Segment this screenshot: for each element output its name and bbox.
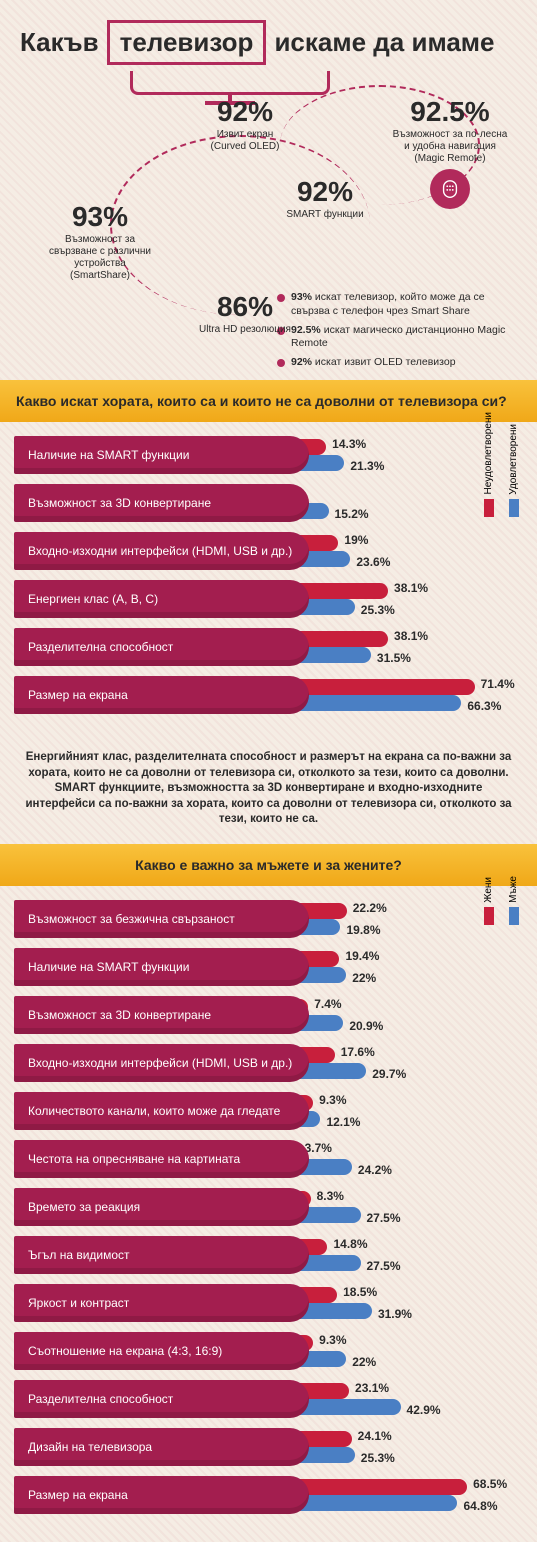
hero-stat: 92.5%Възможност за по-леснаи удобна нави…	[365, 95, 535, 209]
title-box: телевизор	[107, 20, 267, 65]
value-a: 8.3%	[317, 1189, 344, 1203]
chart-row: 7.4% 20.9% Възможност за 3D конвертиране	[14, 996, 523, 1034]
row-label: Наличие на SMART функции	[14, 436, 309, 474]
chart-row: 19.4% 22% Наличие на SMART функции	[14, 948, 523, 986]
chart-row: 19% 23.6% Входно-изходни интерфейси (HDMI,…	[14, 532, 523, 570]
hero-stats: 93% искат телевизор, който може да се св…	[20, 95, 517, 375]
hero-stat: 92%SMART функции	[270, 175, 380, 221]
chart-row: 3.7% 24.2% Честота на опресняване на карти…	[14, 1140, 523, 1178]
row-label: Времето за реакция	[14, 1188, 309, 1226]
hero-bullet: 92% искат извит OLED телевизор	[277, 356, 507, 369]
chart-row: 68.5% 64.8% Размер на екрана	[14, 1476, 523, 1514]
value-b: 25.3%	[361, 603, 395, 617]
value-b: 31.5%	[377, 651, 411, 665]
value-b: 25.3%	[361, 1451, 395, 1465]
row-label: Размер на екрана	[14, 1476, 309, 1514]
value-a: 22.2%	[353, 901, 387, 915]
row-label: Количеството канали, които може да гледа…	[14, 1092, 309, 1130]
row-label: Съотношение на екрана (4:3, 16:9)	[14, 1332, 309, 1370]
chart-row: 23.1% 42.9% Разделителна способност	[14, 1380, 523, 1418]
chart-row: 18.5%31.9% Яркост и контраст	[14, 1284, 523, 1322]
chart-row: 9.3%22%Съотношение на екрана (4:3, 16:9)	[14, 1332, 523, 1370]
chart-row: 8.3% 27.5% Времето за реакция	[14, 1188, 523, 1226]
value-a: 14.3%	[332, 437, 366, 451]
value-b: 31.9%	[378, 1307, 412, 1321]
row-label: Дизайн на телевизора	[14, 1428, 309, 1466]
hero-stat: 86%Ultra HD резолюция	[175, 290, 315, 336]
value-a: 38.1%	[394, 581, 428, 595]
section2-heading: Какво е важно за мъжете и за жените?	[0, 844, 537, 886]
value-b: 21.3%	[350, 459, 384, 473]
tv-icon	[130, 71, 330, 95]
value-a: 18.5%	[343, 1285, 377, 1299]
chart-row: 15.2% Възможност за 3D конвертиране	[14, 484, 523, 522]
chart-row: 24.1% 25.3% Дизайн на телевизора	[14, 1428, 523, 1466]
value-b: 19.8%	[346, 923, 380, 937]
section1-heading: Какво искат хората, които са и които не …	[0, 380, 537, 422]
row-label: Енергиен клас (A, B, C)	[14, 580, 309, 618]
row-label: Честота на опресняване на картината	[14, 1140, 309, 1178]
value-b: 22%	[352, 971, 376, 985]
value-b: 23.6%	[356, 555, 390, 569]
row-label: Яркост и контраст	[14, 1284, 309, 1322]
row-label: Възможност за 3D конвертиране	[14, 996, 309, 1034]
section2: ЖениМъже22.2%19.8%Възможност за безжична…	[0, 886, 537, 1542]
row-label: Разделителна способност	[14, 628, 309, 666]
page-title: Какъв телевизор искаме да имаме	[20, 20, 517, 65]
value-b: 66.3%	[467, 699, 501, 713]
value-a: 17.6%	[341, 1045, 375, 1059]
section1-explain: Енергийният клас, разделителната способн…	[0, 742, 537, 844]
chart-row: 22.2% 19.8% Възможност за безжична свързан…	[14, 900, 523, 938]
value-b: 42.9%	[407, 1403, 441, 1417]
chart-row: 14.3% 21.3% Наличие на SMART функции	[14, 436, 523, 474]
hero-stat: 93%Възможност засвързване с различниустр…	[30, 200, 170, 282]
row-label: Размер на екрана	[14, 676, 309, 714]
chart-row: 71.4% 66.3% Размер на екрана	[14, 676, 523, 714]
value-a: 7.4%	[314, 997, 341, 1011]
row-label: Входно-изходни интерфейси (HDMI, USB и д…	[14, 1044, 309, 1082]
value-b: 15.2%	[335, 507, 369, 521]
row-label: Входно-изходни интерфейси (HDMI, USB и д…	[14, 532, 309, 570]
row-label: Наличие на SMART функции	[14, 948, 309, 986]
value-b: 20.9%	[349, 1019, 383, 1033]
value-b: 24.2%	[358, 1163, 392, 1177]
value-a: 14.8%	[333, 1237, 367, 1251]
chart-row: 38.1% 31.5% Разделителна способност	[14, 628, 523, 666]
row-label: Възможност за безжична свързаност	[14, 900, 309, 938]
chart-row: 14.8%27.5% Ъгъл на видимост	[14, 1236, 523, 1274]
value-a: 9.3%	[319, 1333, 346, 1347]
value-b: 12.1%	[326, 1115, 360, 1129]
value-a: 38.1%	[394, 629, 428, 643]
title-post: искаме да имаме	[274, 27, 494, 58]
row-label: Ъгъл на видимост	[14, 1236, 309, 1274]
row-label: Възможност за 3D конвертиране	[14, 484, 309, 522]
value-b: 29.7%	[372, 1067, 406, 1081]
value-a: 23.1%	[355, 1381, 389, 1395]
value-b: 27.5%	[367, 1211, 401, 1225]
chart-row: 38.1% 25.3% Енергиен клас (A, B, C)	[14, 580, 523, 618]
value-a: 19%	[344, 533, 368, 547]
value-a: 3.7%	[305, 1141, 332, 1155]
value-a: 9.3%	[319, 1093, 346, 1107]
chart-row: 9.3% 12.1% Количеството канали, които може…	[14, 1092, 523, 1130]
value-a: 71.4%	[481, 677, 515, 691]
title-pre: Какъв	[20, 27, 99, 58]
chart-row: 17.6% 29.7% Входно-изходни интерфейси (HDM…	[14, 1044, 523, 1082]
hero-stat: 92%Извит екран(Curved OLED)	[185, 95, 305, 153]
value-b: 27.5%	[367, 1259, 401, 1273]
value-b: 64.8%	[463, 1499, 497, 1513]
value-a: 24.1%	[358, 1429, 392, 1443]
value-a: 19.4%	[345, 949, 379, 963]
row-label: Разделителна способност	[14, 1380, 309, 1418]
section1: НеудовлетворениУдовлетворени14.3%21.3%На…	[0, 422, 537, 742]
value-a: 68.5%	[473, 1477, 507, 1491]
